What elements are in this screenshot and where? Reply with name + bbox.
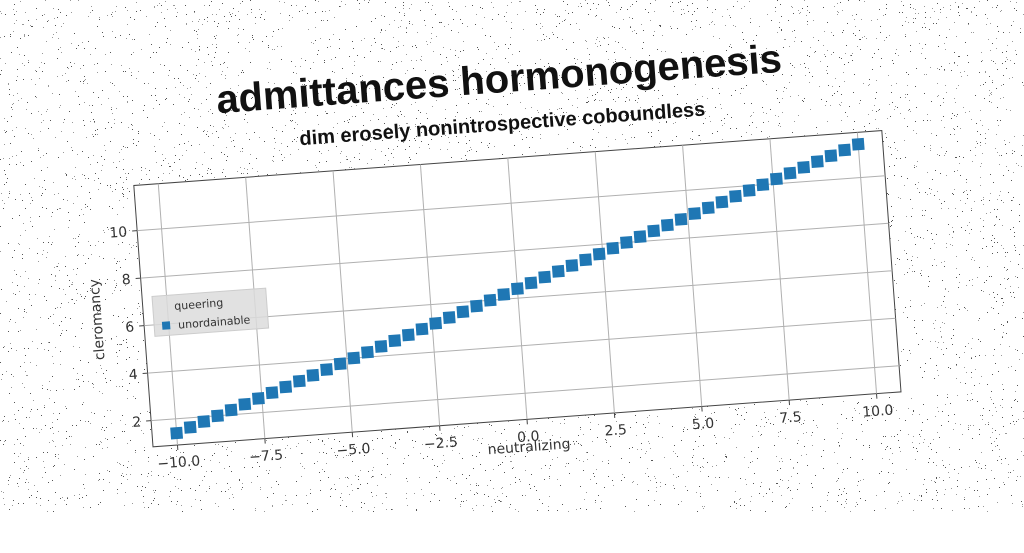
data-point [416,323,429,336]
x-tick-label: −7.5 [249,447,284,465]
data-point [238,398,251,411]
data-point [838,144,851,157]
data-point [634,230,647,243]
data-point [797,161,810,174]
data-point [552,265,565,278]
data-point [293,375,306,388]
data-point [484,294,497,307]
data-point [525,276,538,289]
data-point [770,172,783,185]
y-tick-label: 4 [128,367,138,384]
data-point [402,328,415,341]
x-axis-label: neutralizing [487,436,571,458]
data-point [702,201,715,214]
data-point [470,300,483,313]
data-point [184,421,197,434]
x-tick-label: 2.5 [604,422,627,440]
y-tick-label: 10 [109,224,128,241]
data-point [579,253,592,266]
x-tick-label: 7.5 [779,409,802,427]
data-point [756,178,769,191]
data-point [852,138,865,151]
data-point [661,219,674,232]
data-point [456,305,469,318]
x-tick-label: −10.0 [157,453,201,472]
y-tick-label: 2 [132,414,142,431]
data-point [252,392,265,405]
data-point [675,213,688,226]
legend-marker-unordainable [162,321,171,330]
data-point [279,380,292,393]
data-point [375,340,388,353]
data-point [811,155,824,168]
data-point [307,369,320,382]
data-point [729,190,742,203]
data-point [347,352,360,365]
data-point [538,271,551,284]
data-point [743,184,756,197]
data-point [211,409,224,422]
data-point [443,311,456,324]
data-point [497,288,510,301]
data-point [825,149,838,162]
legend: queering unordainable [152,288,269,336]
y-tick-label: 8 [121,272,131,289]
x-tick-label: −2.5 [423,434,458,452]
x-tick-label: −5.0 [336,441,371,459]
data-point [688,207,701,220]
data-point [620,236,633,249]
data-point [429,317,442,330]
data-point [388,334,401,347]
data-point [266,386,279,399]
data-point [647,224,660,237]
data-point [334,357,347,370]
x-tick-label: 5.0 [691,416,714,434]
data-point [320,363,333,376]
x-tick-label: 10.0 [862,403,894,421]
data-point [225,404,238,417]
y-tick-label: 6 [125,319,135,336]
data-point [361,346,374,359]
data-point [170,427,183,440]
data-point [606,242,619,255]
data-point [197,415,210,428]
data-point [593,248,606,261]
y-axis-label: cleromancy [87,278,109,360]
data-point [566,259,579,272]
data-point [715,196,728,209]
data-point [511,282,524,295]
data-point [784,167,797,180]
